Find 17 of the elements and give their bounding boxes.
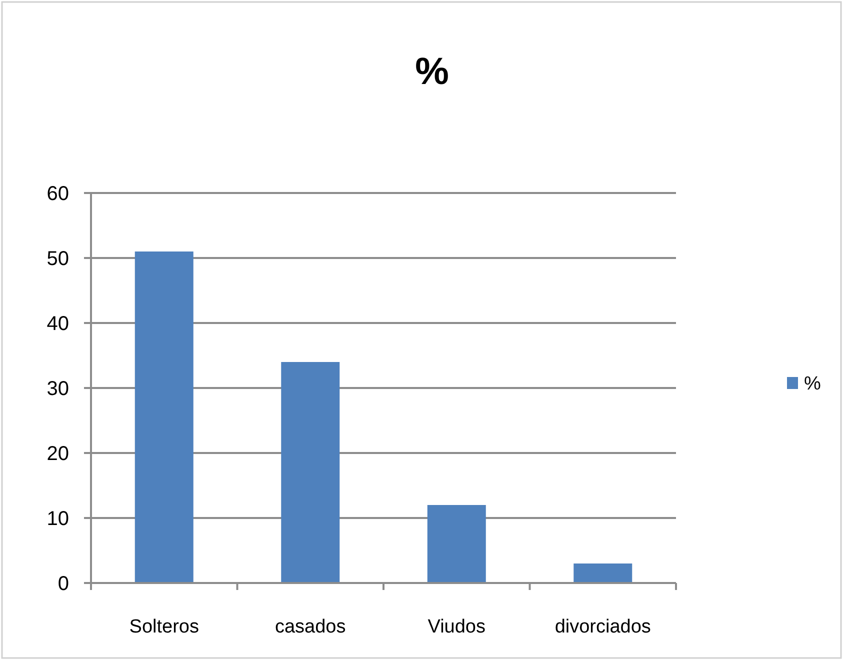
y-tick-label: 20 <box>46 443 69 465</box>
x-tick-label: Solteros <box>129 616 199 638</box>
legend-label: % <box>804 374 821 395</box>
bar <box>134 252 194 583</box>
x-tick-label: casados <box>274 616 346 638</box>
bar <box>427 505 486 583</box>
y-tick-label: 10 <box>46 508 69 530</box>
bar <box>281 362 340 583</box>
y-tick-label: 60 <box>46 183 69 205</box>
bar <box>574 564 632 583</box>
y-tick-label: 40 <box>46 313 69 335</box>
y-tick-label: 50 <box>46 248 69 270</box>
x-tick-label: divorciados <box>554 616 651 638</box>
y-tick-label: 30 <box>46 378 69 400</box>
y-tick-label: 0 <box>58 573 69 595</box>
x-tick-label: Viudos <box>428 616 486 638</box>
chart-title: % <box>415 51 449 93</box>
